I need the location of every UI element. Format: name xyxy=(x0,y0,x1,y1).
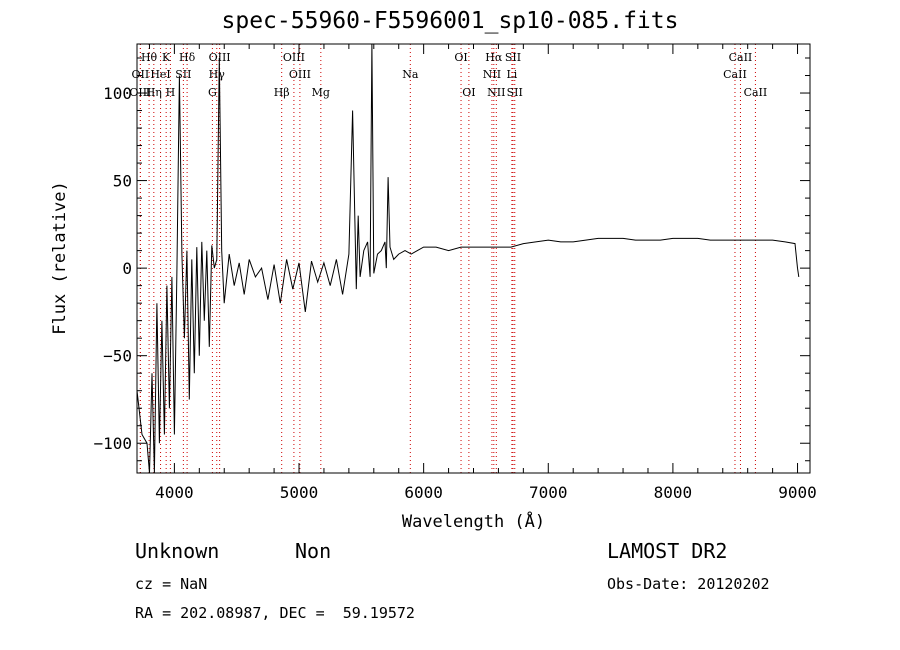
line-label: H xyxy=(166,86,176,99)
survey-name: LAMOST DR2 xyxy=(607,539,728,563)
line-label: SII xyxy=(505,51,521,64)
object-subclass: Non xyxy=(295,539,332,563)
x-axis: 4000 5000 6000 7000 8000 9000 xyxy=(148,44,817,502)
line-markers xyxy=(139,44,756,473)
y-tick-label: 100 xyxy=(103,84,132,103)
line-label: OI xyxy=(454,51,467,64)
x-tick-label: 7000 xyxy=(529,483,568,502)
redshift-value: cz = NaN xyxy=(135,575,208,593)
line-label: SII xyxy=(507,86,523,99)
line-label: Hδ xyxy=(179,51,196,64)
line-label: NII xyxy=(483,68,501,81)
x-tick-label: 9000 xyxy=(778,483,817,502)
y-axis-label: Flux (relative) xyxy=(50,181,70,335)
y-tick-label: −100 xyxy=(93,434,132,453)
line-label: CaII xyxy=(723,68,747,81)
y-axis: −100 −50 0 50 100 xyxy=(93,57,810,462)
line-label: NII xyxy=(487,86,505,99)
line-label: Mg xyxy=(312,86,330,99)
line-label: Hα xyxy=(485,51,503,64)
line-label: Hγ xyxy=(209,68,226,81)
line-label: Li xyxy=(506,68,517,81)
x-tick-label: 8000 xyxy=(654,483,693,502)
line-label: HeI xyxy=(150,68,170,81)
line-label: OI xyxy=(462,86,475,99)
line-label: Hθ xyxy=(141,51,158,64)
spectrum-series xyxy=(136,43,800,474)
plot-frame xyxy=(136,43,811,474)
y-tick-label: −50 xyxy=(103,347,132,366)
line-label: OIII xyxy=(209,51,231,64)
y-tick-label: 0 xyxy=(122,259,132,278)
line-label: Hβ xyxy=(274,86,290,99)
line-label: Hη xyxy=(146,86,162,99)
x-tick-label: 4000 xyxy=(155,483,194,502)
sky-coordinates: RA = 202.08987, DEC = 59.19572 xyxy=(135,604,415,622)
x-tick-label: 5000 xyxy=(280,483,319,502)
line-label: CaII xyxy=(744,86,768,99)
line-label: G xyxy=(208,86,217,99)
x-tick-label: 6000 xyxy=(404,483,443,502)
line-label: OIII xyxy=(289,68,311,81)
line-label: OII xyxy=(132,68,150,81)
object-class: Unknown xyxy=(135,539,220,563)
line-label: Na xyxy=(402,68,419,81)
observation-date: Obs-Date: 20120202 xyxy=(607,575,770,593)
x-axis-label: Wavelength (Å) xyxy=(401,512,546,532)
line-label: SII xyxy=(175,68,191,81)
line-label: OIII xyxy=(129,86,151,99)
line-label: OIII xyxy=(283,51,305,64)
y-tick-label: 50 xyxy=(113,172,132,191)
line-label: CaII xyxy=(729,51,753,64)
line-label: K xyxy=(162,51,171,64)
chart-title: spec-55960-F5596001_sp10-085.fits xyxy=(221,8,679,34)
